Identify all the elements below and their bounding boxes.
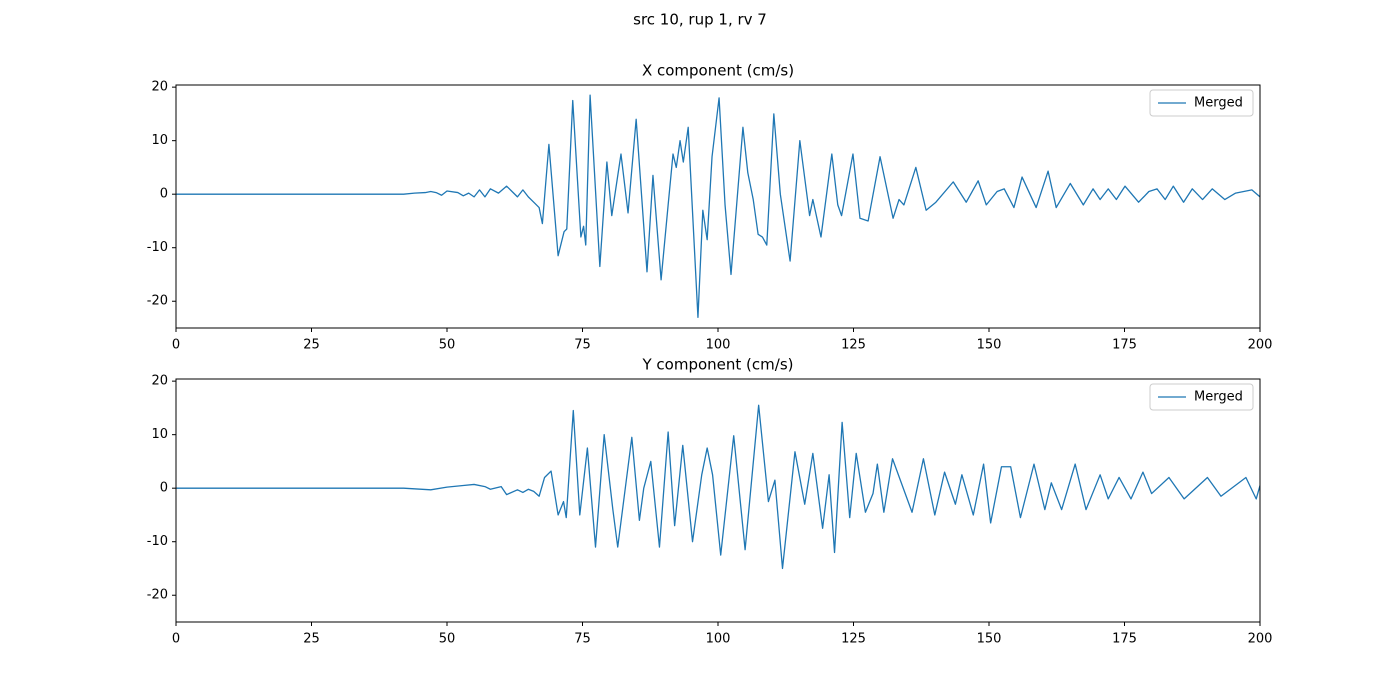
y-tick-label: 20	[151, 374, 168, 389]
legend-label: Merged	[1194, 390, 1243, 405]
axes-title: Y component (cm/s)	[642, 356, 794, 374]
x-tick-label: 125	[841, 338, 866, 353]
y-tick-label: -20	[147, 588, 168, 603]
x-tick-label: 0	[172, 632, 180, 647]
x-tick-label: 175	[1112, 632, 1137, 647]
data-line	[176, 404, 1260, 570]
y-tick-label: 10	[151, 133, 168, 148]
x-tick-label: 200	[1248, 338, 1273, 353]
x-tick-label: 150	[977, 338, 1002, 353]
x-tick-label: 0	[172, 338, 180, 353]
x-tick-label: 100	[706, 338, 731, 353]
x-tick-label: 75	[574, 338, 591, 353]
y-tick-label: 0	[160, 187, 168, 202]
x-tick-label: 200	[1248, 632, 1273, 647]
data-line	[176, 94, 1260, 318]
axes-frame	[175, 378, 1261, 623]
x-tick-label: 125	[841, 632, 866, 647]
y-tick-label: 20	[151, 80, 168, 95]
axes-frame	[175, 84, 1261, 329]
x-tick-label: 25	[303, 338, 320, 353]
x-tick-label: 50	[439, 632, 456, 647]
x-tick-label: 25	[303, 632, 320, 647]
axes-title: X component (cm/s)	[642, 62, 794, 80]
legend-box	[1149, 383, 1254, 411]
x-tick-label: 50	[439, 338, 456, 353]
y-tick-label: -10	[147, 534, 168, 549]
x-tick-label: 100	[706, 632, 731, 647]
y-tick-label: 0	[160, 481, 168, 496]
legend-box	[1149, 89, 1254, 117]
figure-title: src 10, rup 1, rv 7	[633, 11, 767, 29]
x-tick-label: 150	[977, 632, 1002, 647]
y-tick-label: 10	[151, 427, 168, 442]
y-tick-label: -20	[147, 294, 168, 309]
x-tick-label: 175	[1112, 338, 1137, 353]
x-tick-label: 75	[574, 632, 591, 647]
legend-label: Merged	[1194, 96, 1243, 111]
y-tick-label: -10	[147, 240, 168, 255]
